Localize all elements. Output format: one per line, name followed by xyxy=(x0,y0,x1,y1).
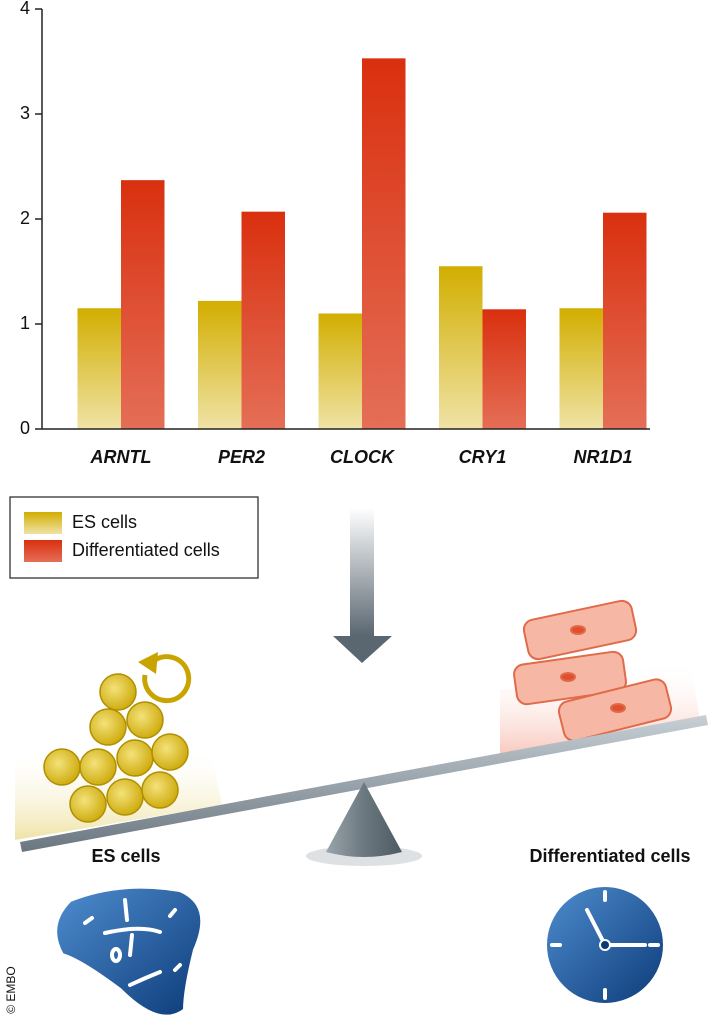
self-renewal-head xyxy=(138,652,158,674)
y-tick-label: 2 xyxy=(20,208,30,228)
es-cells xyxy=(43,673,189,823)
diff-clock-marks xyxy=(550,890,660,1000)
fulcrum xyxy=(326,782,402,857)
legend: ES cells Differentiated cells xyxy=(24,512,220,562)
legend-swatch xyxy=(24,540,62,562)
bar xyxy=(603,212,647,429)
arrow-shaft xyxy=(350,508,374,636)
es-clock-marks xyxy=(83,898,182,987)
y-tick-label: 3 xyxy=(20,103,30,123)
bar xyxy=(362,58,406,429)
legend-swatch xyxy=(24,512,62,534)
bar xyxy=(121,180,165,429)
legend-label: Differentiated cells xyxy=(72,540,220,560)
y-tick-label: 1 xyxy=(20,313,30,333)
es-label: ES cells xyxy=(91,846,160,866)
x-tick-label: PER2 xyxy=(218,447,265,467)
bar xyxy=(318,313,362,429)
x-tick-label: CRY1 xyxy=(459,447,507,467)
clock-center xyxy=(599,939,611,951)
bar xyxy=(482,309,526,429)
x-tick-label: ARNTL xyxy=(90,447,152,467)
copyright: © EMBO xyxy=(4,966,18,1014)
bar xyxy=(559,308,603,429)
self-renewal-arrow xyxy=(142,654,192,704)
y-tick-label: 4 xyxy=(20,0,30,18)
y-tick-label: 0 xyxy=(20,418,30,438)
bar xyxy=(439,266,483,429)
legend-label: ES cells xyxy=(72,512,137,532)
diff-label: Differentiated cells xyxy=(529,846,690,866)
arrow-head xyxy=(333,636,392,663)
bar xyxy=(77,308,121,429)
x-tick-label: CLOCK xyxy=(330,447,396,467)
bar xyxy=(241,211,285,429)
diff-cells xyxy=(513,599,673,742)
x-tick-label: NR1D1 xyxy=(573,447,632,467)
bar xyxy=(198,300,242,429)
bar-chart: 0 1 2 3 4 ARNTL PER2 CLOCK CRY1 NR1D1 xyxy=(20,0,650,467)
legend-box xyxy=(9,496,259,579)
